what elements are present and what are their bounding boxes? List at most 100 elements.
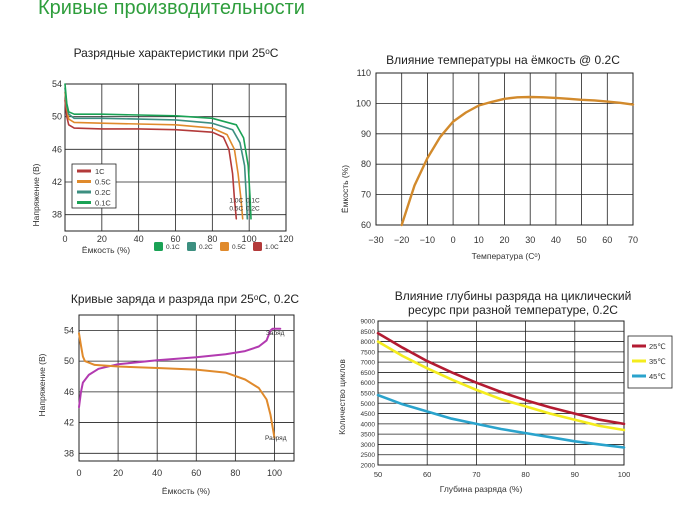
legend-label: 45℃ — [649, 372, 666, 381]
y-tick-label: 5000 — [361, 401, 376, 408]
bottom-legend-label: 0.5C — [232, 244, 246, 251]
chart-cycle-life: Влияние глубины разряда на циклический р… — [337, 285, 698, 521]
legend-label: 25℃ — [649, 342, 666, 351]
series-line-2 — [376, 393, 626, 449]
y-axis-label: Напряжение (В) — [37, 353, 47, 416]
chart-cycle-life-svg: Влияние глубины разряда на циклический р… — [337, 289, 673, 494]
x-tick-label: −10 — [420, 235, 435, 245]
end-label: 1.0C — [229, 197, 243, 204]
x-tick-label: 100 — [618, 470, 631, 479]
legend-label: 1C — [95, 167, 105, 176]
plot-frame — [78, 314, 295, 462]
y-tick-label: 54 — [52, 79, 62, 89]
y-axis-label: Ёмкость (%) — [340, 165, 350, 213]
x-tick-label: 120 — [278, 234, 293, 244]
legend: 25℃ 35℃ 45℃ — [627, 335, 673, 389]
x-tick-label: 20 — [499, 235, 509, 245]
y-tick-label: 60 — [361, 220, 371, 230]
legend: 1C 0.5C0.2C 0.1C — [71, 163, 117, 209]
x-tick-label: 20 — [97, 234, 107, 244]
y-tick-label: 42 — [64, 418, 74, 428]
bottom-legend-swatch — [220, 242, 229, 251]
y-tick-label: 46 — [64, 387, 74, 397]
x-tick-label: 0 — [451, 235, 456, 245]
x-tick-label: 60 — [423, 470, 431, 479]
x-tick-label: −30 — [368, 235, 383, 245]
x-tick-label: 10 — [474, 235, 484, 245]
chart-title: Кривые заряда и разряда при 25ᵒC, 0.2C — [71, 292, 299, 306]
y-tick-label: 38 — [64, 448, 74, 458]
y-tick-label: 42 — [52, 177, 62, 187]
x-axis-label: Глубина разряда (%) — [440, 484, 523, 494]
page-title: Кривые производительности — [38, 0, 305, 19]
series-line-1 — [64, 91, 244, 220]
series-line-0 — [376, 332, 626, 426]
series-line-0 — [400, 95, 635, 227]
x-tick-label: 60 — [170, 234, 180, 244]
legend-label: 0.5C — [95, 178, 111, 187]
y-tick-label: 100 — [356, 98, 371, 108]
x-tick-label: −20 — [394, 235, 409, 245]
y-tick-label: 38 — [52, 210, 62, 220]
bottom-legend-swatch — [253, 242, 262, 251]
x-tick-label: 80 — [207, 234, 217, 244]
y-tick-label: 50 — [52, 112, 62, 122]
chart-temperature-svg: Влияние температуры на ёмкость @ 0.2C Те… — [340, 53, 638, 261]
x-tick-label: 0 — [76, 468, 81, 478]
x-tick-label: 90 — [571, 470, 579, 479]
y-tick-label: 54 — [64, 325, 74, 335]
y-axis-label: Напряжение (В) — [31, 163, 41, 226]
end-label: 0.5C — [229, 206, 243, 213]
y-tick-label: 46 — [52, 144, 62, 154]
chart-discharge-svg: Разрядные характеристики при 25ᵒC Ёмкост… — [31, 46, 294, 255]
y-tick-label: 90 — [361, 129, 371, 139]
chart-temperature: Влияние температуры на ёмкость @ 0.2C Те… — [340, 40, 698, 265]
x-tick-label: 40 — [551, 235, 561, 245]
y-tick-label: 7000 — [361, 360, 376, 367]
chart-title: Разрядные характеристики при 25ᵒC — [74, 46, 279, 60]
y-tick-label: 8500 — [361, 329, 376, 336]
x-tick-label: 40 — [134, 234, 144, 244]
y-tick-label: 80 — [361, 159, 371, 169]
legend-label: 0.2C — [95, 188, 111, 197]
bottom-legend-swatch — [187, 242, 196, 251]
y-tick-label: 5500 — [361, 391, 376, 398]
y-tick-label: 7500 — [361, 349, 376, 356]
y-tick-label: 70 — [361, 190, 371, 200]
series-line-2 — [64, 87, 249, 220]
series-line-3 — [64, 83, 252, 220]
y-tick-label: 2000 — [361, 463, 376, 470]
chart-title-line-1: Влияние глубины разряда на циклический — [395, 289, 632, 303]
y-tick-label: 50 — [64, 356, 74, 366]
series-line-1 — [376, 340, 626, 432]
series-line-0 — [78, 327, 282, 409]
y-tick-label: 6500 — [361, 370, 376, 377]
chart-charge-discharge-svg: Кривые заряда и разряда при 25ᵒC, 0.2C Ё… — [37, 292, 299, 496]
y-axis-label: Количество циклов — [337, 359, 347, 435]
x-tick-label: 70 — [472, 470, 480, 479]
y-tick-label: 4000 — [361, 421, 376, 428]
x-tick-label: 40 — [152, 468, 162, 478]
y-tick-label: 6000 — [361, 380, 376, 387]
series-line-0 — [64, 99, 238, 220]
legend-label: 35℃ — [649, 357, 666, 366]
y-tick-label: 9000 — [361, 319, 376, 326]
bottom-legend-label: 1.0C — [265, 244, 279, 251]
y-tick-label: 110 — [357, 68, 371, 78]
x-tick-label: 80 — [521, 470, 529, 479]
x-axis-label: Ёмкость (%) — [82, 245, 130, 255]
bottom-legend-swatch — [154, 242, 163, 251]
x-tick-label: 70 — [628, 235, 638, 245]
chart-discharge: Разрядные характеристики при 25ᵒC Ёмкост… — [0, 40, 345, 265]
bottom-legend-label: 0.1C — [166, 244, 180, 251]
y-tick-label: 4500 — [361, 411, 376, 418]
end-label: 0.2C — [246, 206, 260, 213]
y-tick-label: 3500 — [361, 432, 376, 439]
x-tick-label: 100 — [267, 468, 282, 478]
x-axis-label: Температура (Cᵒ) — [472, 251, 541, 261]
chart-charge-discharge: Кривые заряда и разряда при 25ᵒC, 0.2C Ё… — [0, 285, 345, 521]
y-tick-label: 3000 — [361, 442, 376, 449]
x-tick-label: 50 — [374, 470, 382, 479]
series-line-1 — [78, 332, 276, 439]
x-tick-label: 30 — [525, 235, 535, 245]
